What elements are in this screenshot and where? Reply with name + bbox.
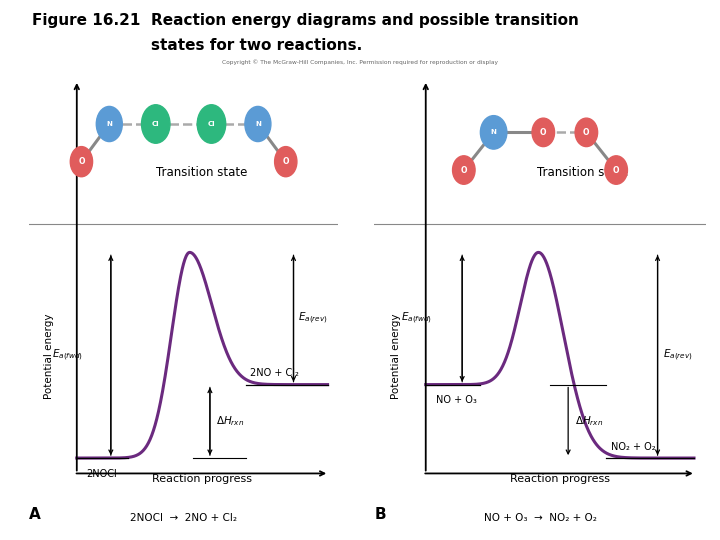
Circle shape bbox=[532, 118, 554, 146]
Text: states for two reactions.: states for two reactions. bbox=[151, 38, 362, 53]
Text: Reaction energy diagrams and possible transition: Reaction energy diagrams and possible tr… bbox=[151, 14, 579, 29]
Circle shape bbox=[605, 156, 627, 184]
Text: Reaction progress: Reaction progress bbox=[152, 474, 252, 484]
Text: $E_{a(fwd)}$: $E_{a(fwd)}$ bbox=[401, 311, 432, 326]
Text: $E_{a(rev)}$: $E_{a(rev)}$ bbox=[298, 311, 328, 326]
Text: Potential energy: Potential energy bbox=[44, 314, 54, 399]
Text: O: O bbox=[613, 166, 619, 174]
Text: N: N bbox=[255, 121, 261, 127]
Text: 2NO + Cl₂: 2NO + Cl₂ bbox=[250, 368, 299, 379]
Text: $\Delta H_{rxn}$: $\Delta H_{rxn}$ bbox=[575, 414, 603, 428]
Circle shape bbox=[274, 146, 297, 177]
Text: Copyright © The McGraw-Hill Companies, Inc. Permission required for reproduction: Copyright © The McGraw-Hill Companies, I… bbox=[222, 59, 498, 65]
Circle shape bbox=[575, 118, 598, 146]
Text: Potential energy: Potential energy bbox=[391, 314, 401, 399]
Text: A: A bbox=[29, 507, 40, 522]
Text: 2NOCl: 2NOCl bbox=[86, 469, 117, 478]
Circle shape bbox=[96, 106, 122, 141]
Text: Reaction progress: Reaction progress bbox=[510, 474, 610, 484]
Text: $E_{a(fwd)}$: $E_{a(fwd)}$ bbox=[52, 348, 83, 363]
Text: O: O bbox=[78, 157, 85, 166]
Circle shape bbox=[197, 105, 225, 143]
Text: O: O bbox=[540, 128, 546, 137]
Circle shape bbox=[245, 106, 271, 141]
Text: Transition state: Transition state bbox=[537, 166, 629, 179]
Text: B: B bbox=[374, 507, 386, 522]
Text: $E_{a(rev)}$: $E_{a(rev)}$ bbox=[662, 348, 693, 363]
Text: $\Delta H_{rxn}$: $\Delta H_{rxn}$ bbox=[216, 414, 244, 428]
Circle shape bbox=[71, 146, 93, 177]
Circle shape bbox=[453, 156, 475, 184]
Text: Figure 16.21: Figure 16.21 bbox=[32, 14, 141, 29]
Text: N: N bbox=[107, 121, 112, 127]
Text: 2NOCl  →  2NO + Cl₂: 2NOCl → 2NO + Cl₂ bbox=[130, 513, 237, 523]
Text: NO + O₃  →  NO₂ + O₂: NO + O₃ → NO₂ + O₂ bbox=[484, 513, 596, 523]
Text: N: N bbox=[491, 130, 497, 136]
Text: Cl: Cl bbox=[152, 121, 160, 127]
Text: NO + O₃: NO + O₃ bbox=[436, 395, 477, 405]
Text: Cl: Cl bbox=[207, 121, 215, 127]
Text: NO₂ + O₂: NO₂ + O₂ bbox=[611, 442, 656, 452]
Text: O: O bbox=[461, 166, 467, 174]
Text: O: O bbox=[282, 157, 289, 166]
Circle shape bbox=[480, 116, 507, 149]
Text: Transition state: Transition state bbox=[156, 166, 248, 179]
Text: O: O bbox=[583, 128, 590, 137]
Circle shape bbox=[142, 105, 170, 143]
